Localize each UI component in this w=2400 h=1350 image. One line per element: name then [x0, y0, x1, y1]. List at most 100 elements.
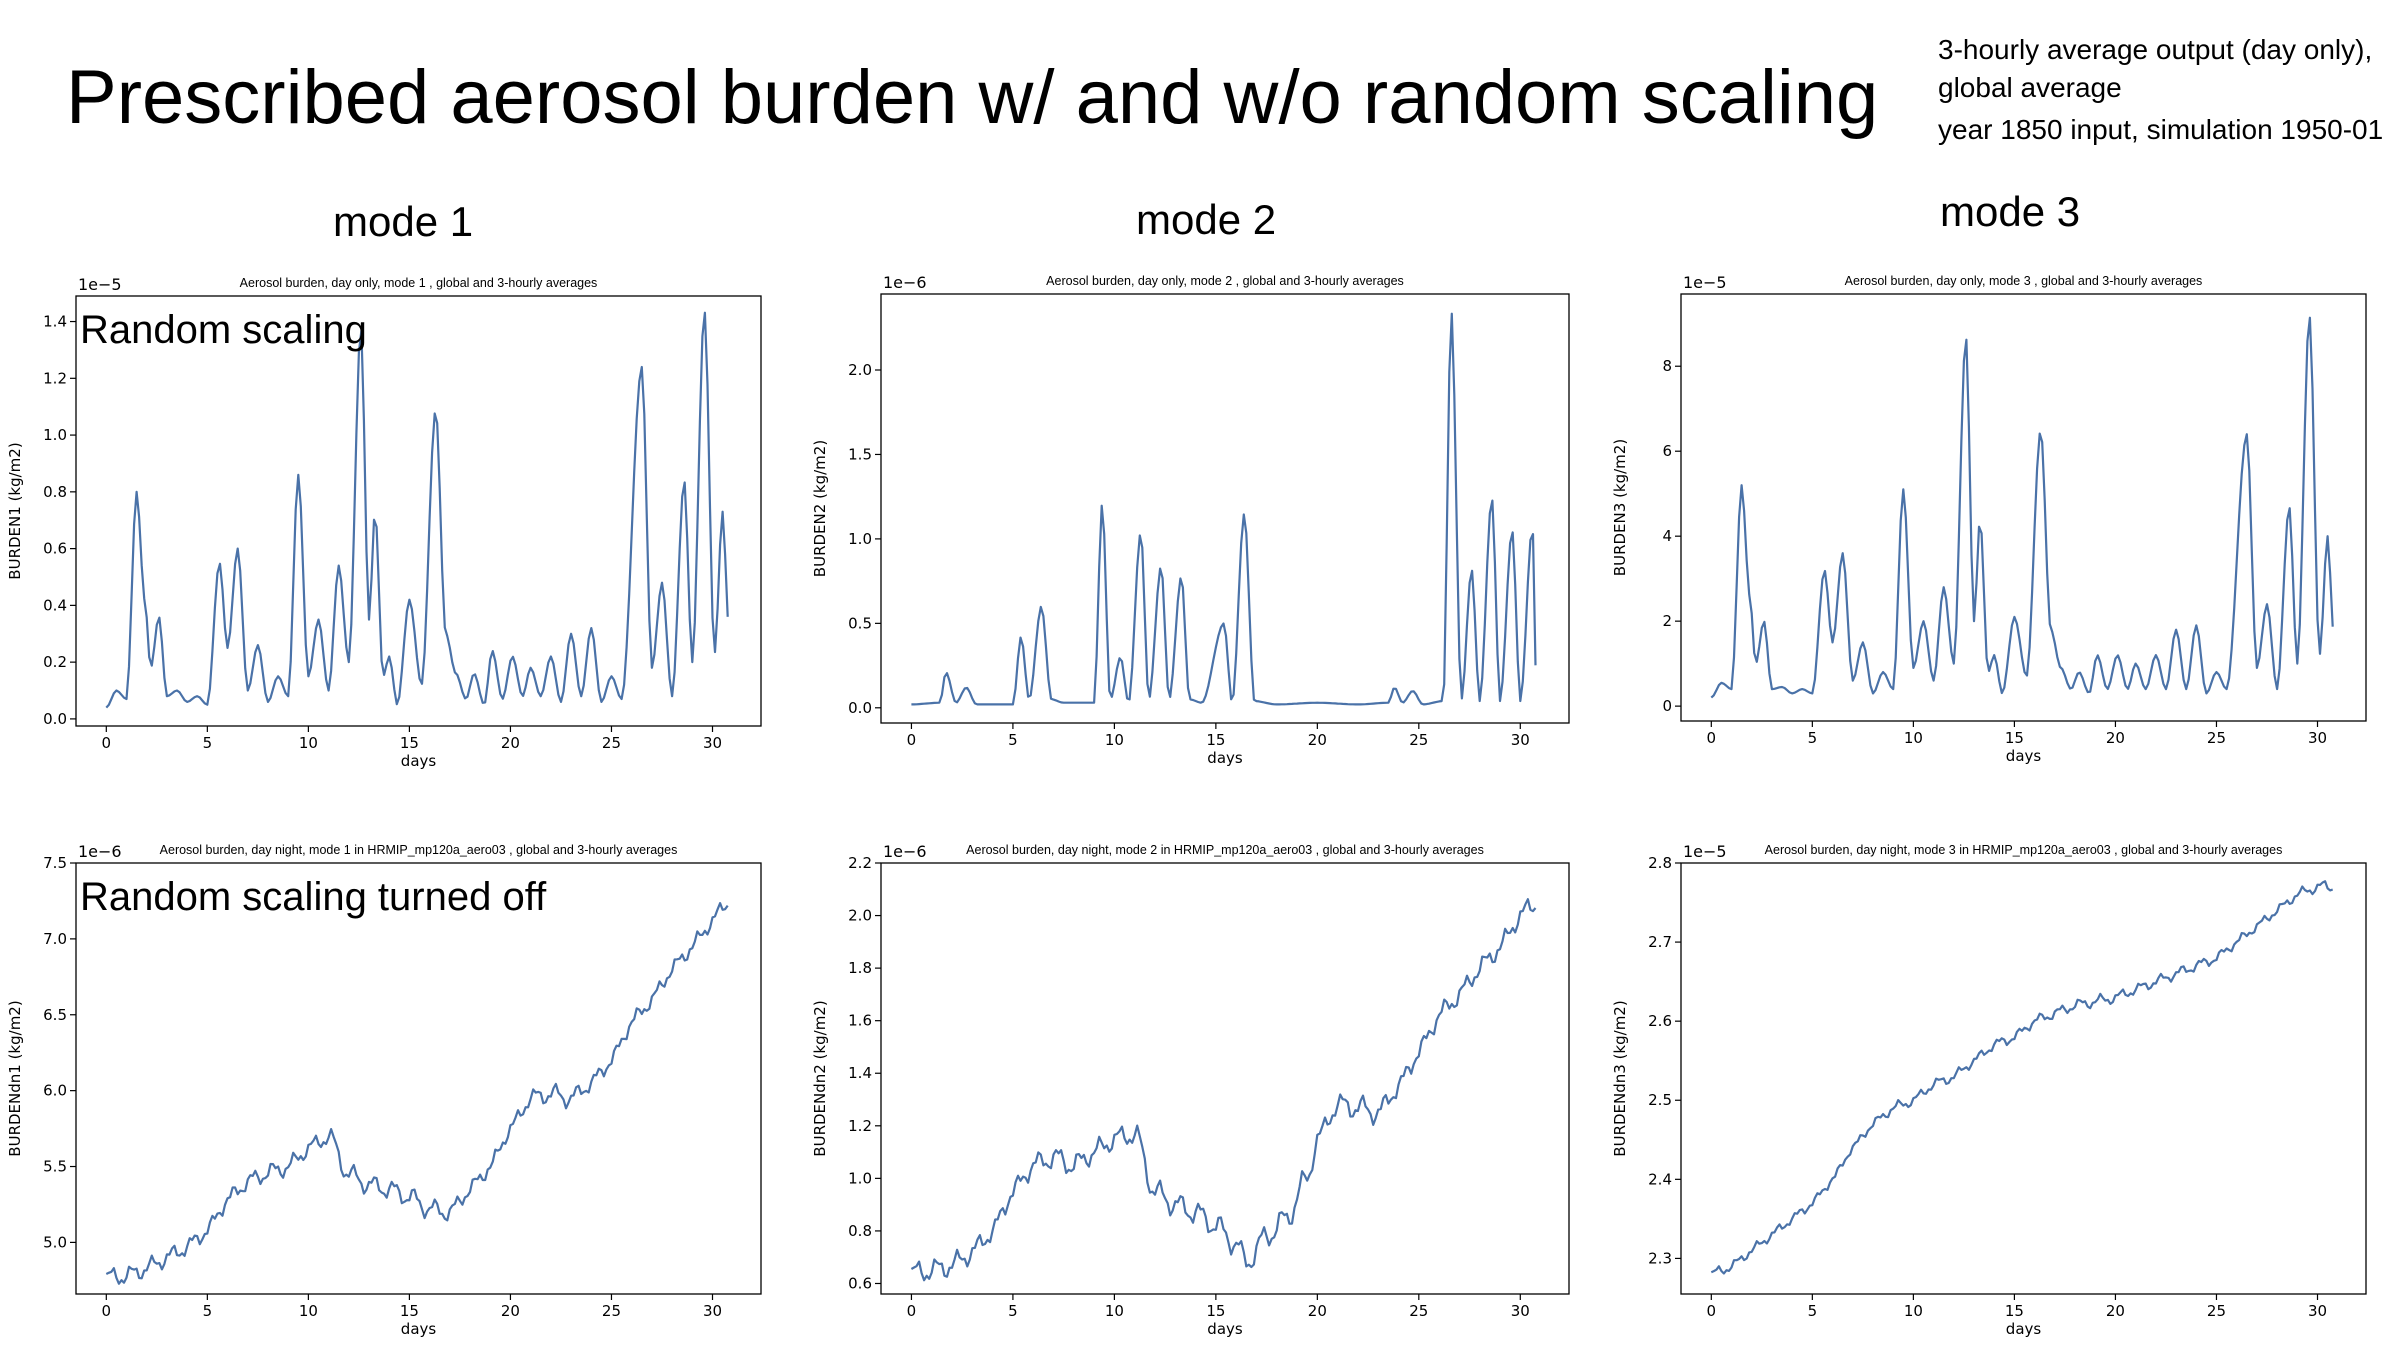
y-tick-label: 2.8 [1648, 854, 1672, 872]
x-tick-label: 5 [1008, 731, 1018, 749]
x-axis-label: days [1207, 1320, 1243, 1338]
y-tick-label: 1.8 [848, 959, 872, 977]
y-axis-label: BURDENdn2 (kg/m2) [811, 1000, 829, 1156]
x-tick-label: 30 [1511, 1302, 1530, 1320]
y-tick-label: 5.5 [43, 1158, 67, 1176]
plot-frame [880, 862, 1570, 1295]
note-line-2: global average [1938, 72, 2122, 103]
y-tick-label: 0.8 [848, 1222, 872, 1240]
x-tick-label: 0 [907, 1302, 917, 1320]
y-tick-label: 6 [1662, 442, 1672, 460]
x-axis-label: days [1207, 749, 1243, 767]
x-tick-label: 20 [2106, 1302, 2125, 1320]
x-tick-label: 20 [1308, 731, 1327, 749]
y-tick-label: 2.0 [848, 361, 872, 379]
chart-5: Aerosol burden, day night, mode 2 in HRM… [811, 842, 1570, 1338]
y-tick-label: 4 [1662, 527, 1672, 545]
y-axis-label: BURDEN3 (kg/m2) [1611, 439, 1629, 576]
chart-title: Aerosol burden, day night, mode 1 in HRM… [160, 843, 678, 857]
y-tick-label: 2 [1662, 612, 1672, 630]
x-tick-label: 20 [501, 734, 520, 752]
x-tick-label: 20 [1308, 1302, 1327, 1320]
x-tick-label: 25 [2207, 1302, 2226, 1320]
data-line [105, 902, 729, 1285]
y-tick-label: 1.4 [43, 313, 67, 331]
x-tick-label: 30 [2308, 1302, 2327, 1320]
x-tick-label: 30 [2308, 729, 2327, 747]
x-tick-label: 5 [1008, 1302, 1018, 1320]
y-tick-label: 2.3 [1648, 1249, 1672, 1267]
chart-4: Aerosol burden, day night, mode 1 in HRM… [6, 842, 762, 1338]
x-tick-label: 10 [1105, 731, 1124, 749]
x-axis-label: days [2006, 1320, 2042, 1338]
axis-offset-text: 1e−5 [1683, 273, 1727, 292]
y-tick-label: 8 [1662, 357, 1672, 375]
y-tick-label: 7.5 [43, 854, 67, 872]
y-tick-label: 1.0 [848, 530, 872, 548]
y-tick-label: 2.4 [1648, 1170, 1672, 1188]
y-tick-label: 2.5 [1648, 1091, 1672, 1109]
y-tick-label: 0.0 [43, 710, 67, 728]
y-tick-label: 5.0 [43, 1233, 67, 1251]
axis-offset-text: 1e−5 [1683, 842, 1727, 861]
chart-title: Aerosol burden, day only, mode 3 , globa… [1845, 274, 2203, 288]
axis-offset-text: 1e−6 [883, 842, 927, 861]
chart-title: Aerosol burden, day night, mode 3 in HRM… [1765, 843, 2283, 857]
axis-offset-text: 1e−6 [78, 842, 122, 861]
x-axis-label: days [2006, 747, 2042, 765]
plot-frame [1680, 862, 2367, 1295]
x-tick-label: 10 [1105, 1302, 1124, 1320]
plot-frame [75, 862, 762, 1295]
plot-frame [75, 295, 762, 727]
y-tick-label: 0.0 [848, 699, 872, 717]
x-tick-label: 15 [400, 734, 419, 752]
y-tick-label: 0 [1662, 697, 1672, 715]
axis-offset-text: 1e−6 [883, 273, 927, 292]
plot-frame [1680, 293, 2367, 722]
y-tick-label: 0.5 [848, 614, 872, 632]
y-tick-label: 0.6 [43, 540, 67, 558]
y-tick-label: 1.0 [43, 426, 67, 444]
y-tick-label: 0.6 [848, 1274, 872, 1292]
x-axis-label: days [401, 752, 437, 770]
x-tick-label: 15 [400, 1302, 419, 1320]
y-axis-label: BURDEN2 (kg/m2) [811, 440, 829, 577]
x-tick-label: 0 [102, 734, 112, 752]
x-tick-label: 10 [1904, 729, 1923, 747]
x-tick-label: 25 [2207, 729, 2226, 747]
chart-2: Aerosol burden, day only, mode 2 , globa… [811, 273, 1570, 767]
data-line [911, 312, 1537, 706]
x-tick-label: 0 [907, 731, 917, 749]
y-axis-label: BURDEN1 (kg/m2) [6, 442, 24, 579]
chart-title: Aerosol burden, day only, mode 1 , globa… [240, 276, 598, 290]
x-tick-label: 20 [501, 1302, 520, 1320]
x-tick-label: 30 [703, 734, 722, 752]
y-tick-label: 2.2 [848, 854, 872, 872]
x-tick-label: 15 [1206, 731, 1225, 749]
chart-title: Aerosol burden, day only, mode 2 , globa… [1046, 274, 1404, 288]
y-tick-label: 1.4 [848, 1064, 872, 1082]
x-tick-label: 30 [703, 1302, 722, 1320]
data-line [910, 898, 1537, 1282]
x-tick-label: 5 [203, 734, 213, 752]
y-tick-label: 2.7 [1648, 933, 1672, 951]
y-tick-label: 0.8 [43, 483, 67, 501]
x-tick-label: 25 [1409, 1302, 1428, 1320]
y-tick-label: 1.5 [848, 445, 872, 463]
chart-1: Aerosol burden, day only, mode 1 , globa… [6, 275, 762, 770]
x-tick-label: 5 [203, 1302, 213, 1320]
x-tick-label: 5 [1808, 1302, 1818, 1320]
plot-frame [880, 293, 1570, 724]
mode-1-label: mode 1 [333, 198, 474, 245]
random-scaling-off-label: Random scaling turned off [80, 875, 547, 919]
y-tick-label: 7.0 [43, 930, 67, 948]
axis-offset-text: 1e−5 [78, 275, 122, 294]
data-line [105, 311, 729, 709]
x-tick-label: 30 [1511, 731, 1530, 749]
x-tick-label: 10 [1904, 1302, 1923, 1320]
note-line-1: 3-hourly average output (day only), [1938, 34, 2373, 65]
mode-3-label: mode 3 [1940, 188, 2081, 235]
x-tick-label: 25 [602, 1302, 621, 1320]
y-axis-label: BURDENdn1 (kg/m2) [6, 1000, 24, 1156]
